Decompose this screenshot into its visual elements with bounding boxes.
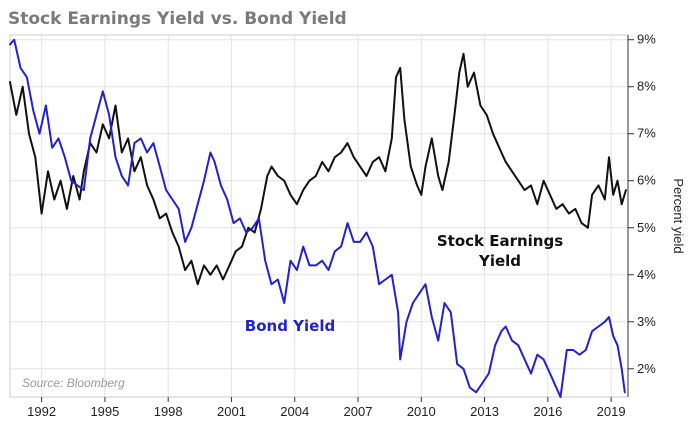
- plot-area: [9, 34, 629, 398]
- source-note: Source: Bloomberg: [22, 376, 125, 390]
- x-tick-label: 1992: [27, 404, 56, 419]
- bond-yield-line: [9, 38, 626, 398]
- x-tick-label: 2013: [470, 404, 499, 419]
- x-tick-label: 2004: [280, 404, 309, 419]
- x-tick-label: 2016: [533, 404, 562, 419]
- stock-earnings-yield-label-line2: Yield: [478, 252, 521, 270]
- series-lines: [9, 38, 627, 398]
- x-tick-label: 2010: [407, 404, 436, 419]
- y-tick-label: 2%: [637, 361, 656, 376]
- y-tick-label: 4%: [637, 267, 656, 282]
- y-tick-label: 9%: [637, 32, 656, 47]
- x-tick-label: 2019: [597, 404, 626, 419]
- y-tick-label: 5%: [637, 220, 656, 235]
- y-tick-label: 6%: [637, 173, 656, 188]
- y-tick-label: 8%: [637, 79, 656, 94]
- chart-title: Stock Earnings Yield vs. Bond Yield: [8, 9, 347, 29]
- stock-earnings-yield-label-line1: Stock Earnings: [437, 232, 563, 250]
- y-axis-label: Percent yield: [671, 178, 686, 253]
- x-tick-label: 1998: [154, 404, 183, 419]
- x-tick-label: 2007: [344, 404, 373, 419]
- grid-lines: [10, 35, 628, 397]
- bond-yield-label: Bond Yield: [245, 317, 335, 335]
- y-axis: 2% 3% 4% 5% 6% 7% 8% 9%: [627, 32, 656, 397]
- x-axis: 1992 1995 1998 2001 2004 2007 2010 2013 2016 2019: [27, 397, 626, 419]
- x-tick-label: 2001: [217, 404, 246, 419]
- stock-earnings-yield-line: [9, 52, 627, 286]
- x-tick-label: 1995: [90, 404, 119, 419]
- y-tick-label: 7%: [637, 126, 656, 141]
- y-tick-label: 3%: [637, 314, 656, 329]
